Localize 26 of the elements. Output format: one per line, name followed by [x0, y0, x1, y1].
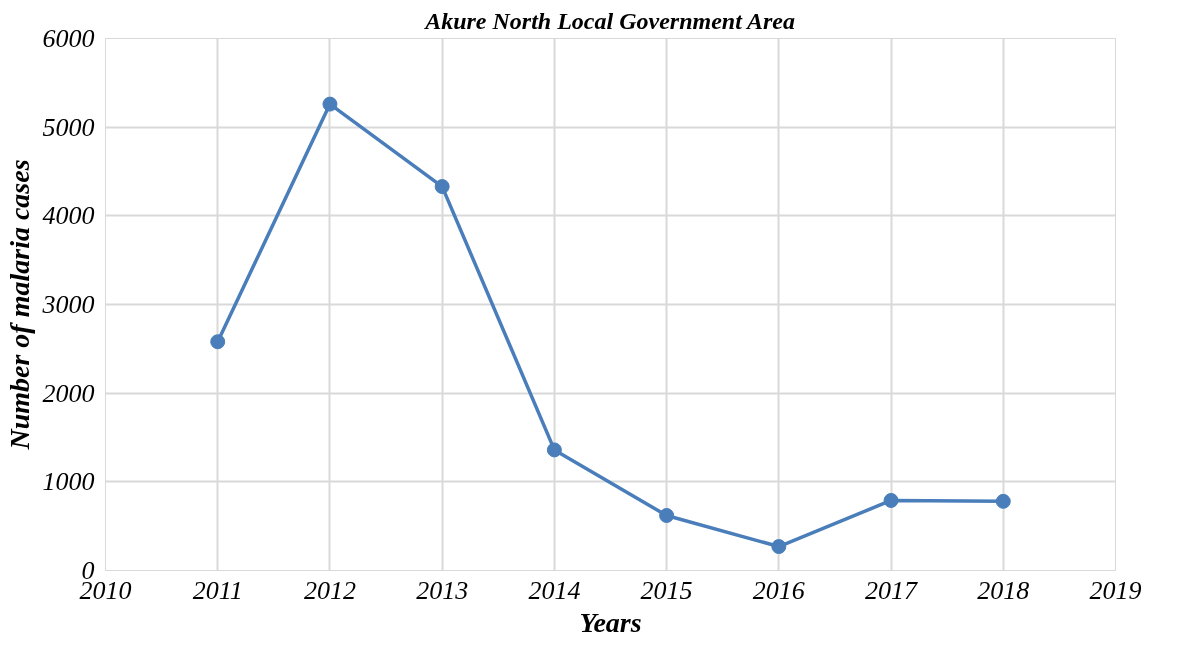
x-tick-label: 2015	[640, 575, 693, 605]
x-tick-label: 2013	[416, 575, 469, 605]
point	[322, 96, 338, 112]
x-tick-label: 2019	[1089, 575, 1142, 605]
x-tick-label: 2017	[865, 575, 919, 605]
x-tick-label: 2012	[303, 575, 356, 605]
x-tick-label: 2011	[192, 575, 243, 605]
x-tick-label: 2014	[528, 575, 581, 605]
y-tick-label: 2000	[42, 378, 95, 408]
x-axis-title: Years	[579, 606, 642, 638]
point	[546, 442, 562, 458]
point	[883, 492, 899, 508]
x-tick-label: 2018	[977, 575, 1030, 605]
point	[995, 493, 1011, 509]
y-tick-label: 6000	[42, 24, 95, 53]
y-tick-label: 4000	[42, 201, 95, 231]
y-axis-title: Number of malaria cases	[3, 159, 35, 451]
point	[659, 508, 675, 524]
point	[210, 334, 226, 350]
y-tick-label: 1000	[42, 467, 95, 497]
point	[771, 539, 787, 555]
y-tick-label: 3000	[41, 290, 95, 319]
y-tick-label: 5000	[42, 112, 95, 142]
point	[434, 179, 450, 195]
chart-title: Akure North Local Government Area	[423, 7, 795, 34]
x-tick-label: 2016	[752, 575, 805, 605]
